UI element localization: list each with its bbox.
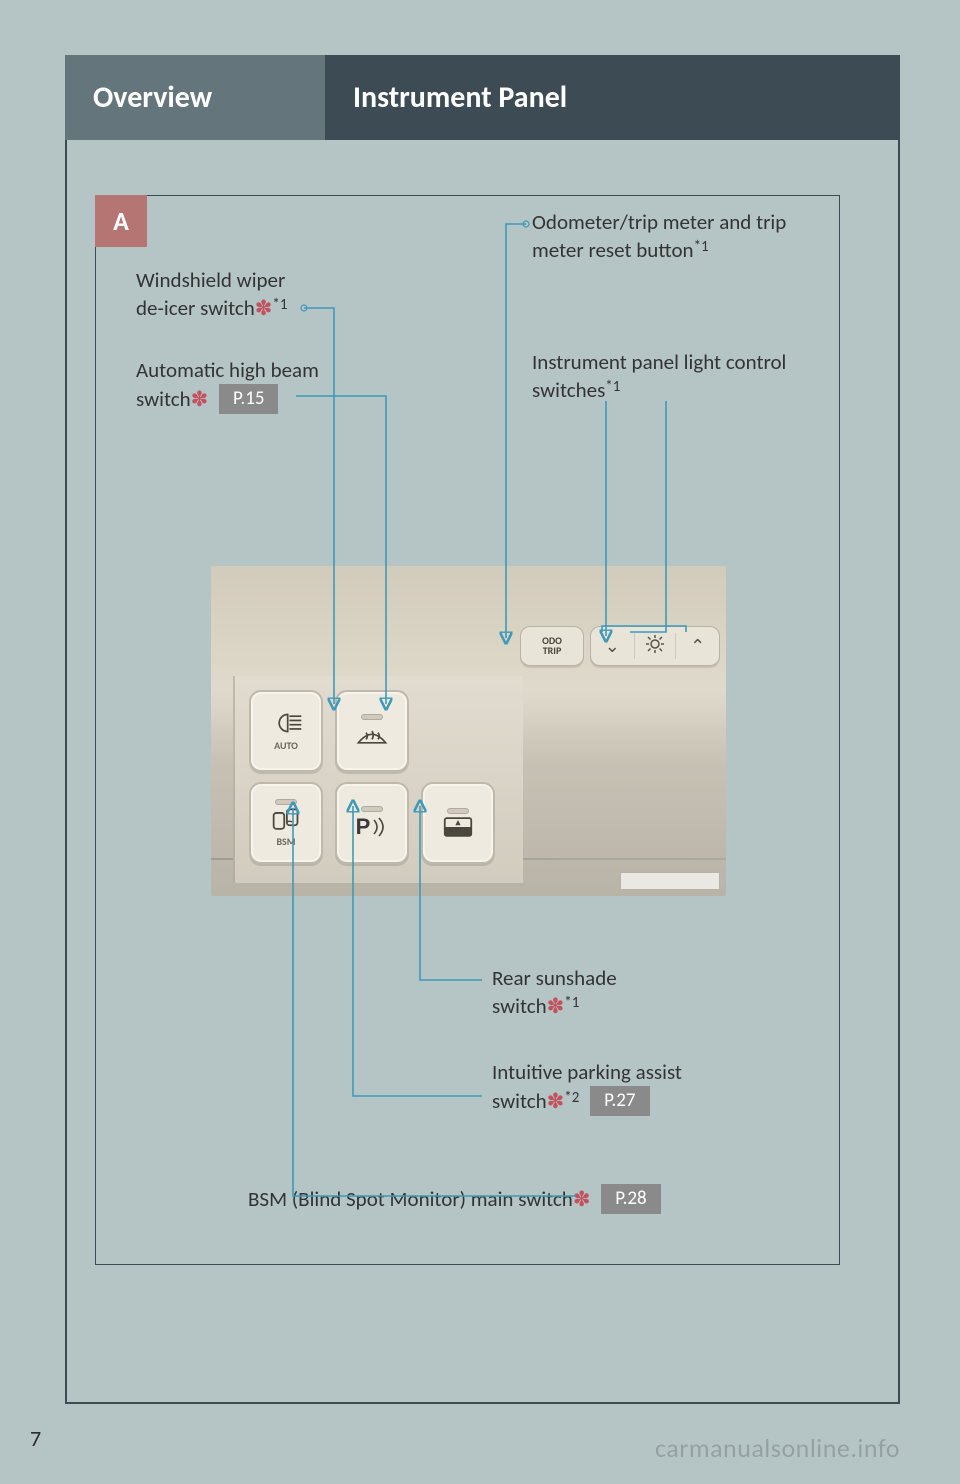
section-badge: A — [95, 195, 147, 247]
indicator-led — [447, 808, 469, 814]
parking-icon: P — [356, 814, 389, 840]
callout-line1: Instrument panel light control — [532, 349, 786, 375]
sunshade-icon — [443, 816, 473, 838]
callout-line2: switch — [492, 1088, 547, 1114]
section-badge-label: A — [113, 205, 129, 237]
diagram-box: A Windshield wiper de-icer switch✽*1 Aut… — [95, 195, 840, 1265]
callout-wiper-deicer: Windshield wiper de-icer switch✽*1 — [136, 266, 287, 323]
high-beam-switch[interactable]: AUTO — [249, 690, 323, 772]
callout-parking: Intuitive parking assist switch✽*2 P.27 — [492, 1058, 682, 1116]
callout-line1: Rear sunshade — [492, 965, 617, 991]
odo-trip-button[interactable]: ODO TRIP — [520, 626, 584, 666]
high-beam-icon — [269, 711, 303, 735]
asterisk-icon: ✽ — [255, 295, 273, 321]
header-overview-label: Overview — [93, 79, 212, 116]
callout-line2: switches — [532, 377, 605, 403]
footnote-sup: *1 — [272, 296, 287, 314]
bsm-switch[interactable]: BSM — [249, 782, 323, 864]
callout-line2: switch — [492, 993, 547, 1019]
chevron-up-icon[interactable]: ⌃ — [678, 635, 718, 657]
callout-sunshade: Rear sunshade switch✽*1 — [492, 964, 617, 1021]
header-section-right: Instrument Panel — [325, 55, 900, 140]
top-button-cluster: ODO TRIP ⌄ ⌃ — [520, 626, 720, 666]
defrost-icon — [355, 724, 389, 748]
bsm-icon — [271, 807, 301, 833]
page-ref-badge[interactable]: P.28 — [601, 1184, 660, 1214]
footnote-sup: *2 — [564, 1089, 579, 1107]
page-ref-badge[interactable]: P.15 — [219, 384, 278, 414]
header-section-left: Overview — [65, 55, 325, 140]
header-title-label: Instrument Panel — [353, 79, 567, 116]
page-header: Overview Instrument Panel — [65, 55, 900, 140]
deicer-switch[interactable] — [335, 690, 409, 772]
footnote-sup: *1 — [605, 378, 620, 396]
callout-line1: Windshield wiper — [136, 267, 285, 293]
indicator-led — [361, 806, 383, 812]
page-number: 7 — [30, 1425, 41, 1452]
indicator-led — [361, 714, 383, 720]
callout-high-beam: Automatic high beam switch✽ P.15 — [136, 356, 319, 414]
asterisk-icon: ✽ — [547, 993, 565, 1019]
callout-text: BSM (Blind Spot Monitor) main switch — [248, 1186, 573, 1212]
callout-line2: switch — [136, 386, 191, 412]
asterisk-icon: ✽ — [573, 1186, 591, 1212]
diagram-photo: ODO TRIP ⌄ ⌃ — [211, 566, 726, 896]
sunshade-switch[interactable] — [421, 782, 495, 864]
callout-line1: Intuitive parking assist — [492, 1059, 682, 1085]
callout-odometer: Odometer/trip meter and trip meter reset… — [532, 208, 786, 265]
page-ref-badge[interactable]: P.27 — [590, 1086, 649, 1116]
callout-line2: meter reset button — [532, 237, 694, 263]
parking-assist-switch[interactable]: P — [335, 782, 409, 864]
asterisk-icon: ✽ — [547, 1088, 565, 1114]
callout-line1: Automatic high beam — [136, 357, 319, 383]
watermark: carmanualsonline.info — [655, 1432, 900, 1464]
brightness-icon — [635, 634, 675, 659]
odo-label-2: TRIP — [542, 646, 562, 656]
ipl-rocker[interactable]: ⌄ ⌃ — [590, 626, 720, 666]
auto-label: AUTO — [274, 739, 298, 752]
callout-bsm: BSM (Blind Spot Monitor) main switch✽ P.… — [248, 1184, 661, 1214]
callout-ipl: Instrument panel light control switches*… — [532, 348, 786, 405]
indicator-led — [275, 799, 297, 805]
switch-panel: AUTO — [233, 676, 523, 886]
callout-line2: de-icer switch — [136, 295, 255, 321]
footnote-sup: *1 — [564, 994, 579, 1012]
chevron-down-icon[interactable]: ⌄ — [592, 635, 632, 657]
footnote-sup: *1 — [694, 238, 709, 256]
callout-line1: Odometer/trip meter and trip — [532, 209, 786, 235]
diagram-code: CLYQFAZ022 — [654, 875, 714, 888]
bsm-label: BSM — [276, 835, 295, 848]
asterisk-icon: ✽ — [191, 386, 209, 412]
